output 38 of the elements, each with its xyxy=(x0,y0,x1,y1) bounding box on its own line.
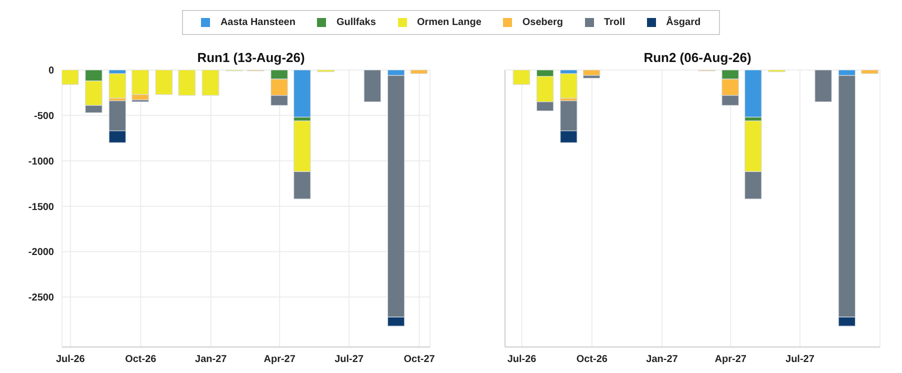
bar xyxy=(512,70,530,85)
bar xyxy=(155,70,173,95)
y-tick-label: -1000 xyxy=(28,156,54,168)
legend-label: Troll xyxy=(604,17,626,28)
bar xyxy=(560,73,578,98)
x-tick-label: Oct-26 xyxy=(125,354,157,366)
bar xyxy=(410,70,428,74)
bar xyxy=(861,70,878,74)
legend-label: Oseberg xyxy=(522,17,563,28)
x-tick-label: Apr-27 xyxy=(714,354,747,366)
chart-title: Run2 (06-Aug-26) xyxy=(642,50,752,66)
y-tick-label: -2500 xyxy=(28,292,54,304)
x-tick-label: Jul-26 xyxy=(507,354,537,366)
bar xyxy=(62,70,79,85)
y-tick-label: -2000 xyxy=(28,247,54,258)
y-tick-label: 0 xyxy=(48,66,54,77)
legend-label: Åsgard xyxy=(666,17,701,28)
bar xyxy=(178,70,196,96)
legend-label: Ormen Lange xyxy=(416,17,482,28)
x-tick-label: Apr-27 xyxy=(264,354,296,366)
bar xyxy=(108,73,126,98)
x-tick-label: Jul-27 xyxy=(334,354,364,366)
chart-title: Run1 (13-Aug-26) xyxy=(196,50,306,66)
x-tick-label: Jul-27 xyxy=(786,354,815,366)
bar xyxy=(294,70,311,118)
legend-label: Gullfaks xyxy=(336,17,376,28)
x-tick-label: Jan-27 xyxy=(195,354,228,366)
bar xyxy=(202,70,220,96)
x-tick-label: Jul-26 xyxy=(56,354,86,366)
y-tick-label: -1500 xyxy=(28,202,54,213)
x-tick-label: Oct-27 xyxy=(404,354,436,366)
bar xyxy=(744,70,762,118)
x-tick-label: Jan-27 xyxy=(646,354,678,366)
x-tick-label: Oct-26 xyxy=(576,354,608,366)
bar xyxy=(814,70,832,102)
legend-label: Aasta Hansteen xyxy=(220,17,296,28)
bar xyxy=(364,70,382,102)
y-tick-label: -500 xyxy=(34,110,54,122)
